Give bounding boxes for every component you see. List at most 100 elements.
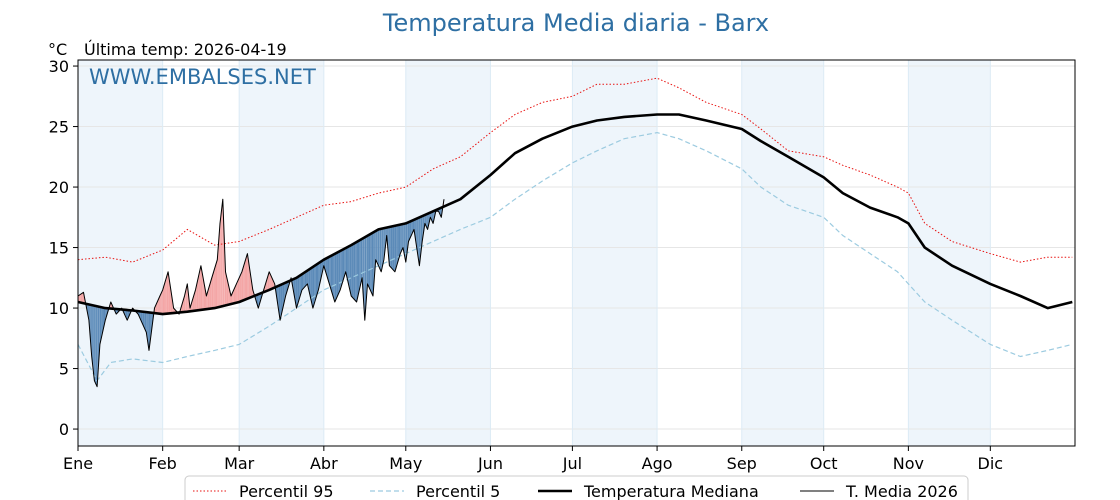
- fill-below-median: [352, 243, 354, 299]
- fill-below-median: [337, 251, 339, 296]
- fill-below-median: [404, 223, 406, 259]
- fill-below-median: [381, 228, 382, 272]
- fill-above-median: [210, 277, 212, 309]
- fill-below-median: [353, 242, 356, 301]
- fill-above-median: [159, 294, 161, 314]
- fill-above-median: [158, 295, 160, 314]
- x-tick-label: Abr: [310, 454, 338, 473]
- fill-below-median: [277, 285, 279, 312]
- fill-below-median: [338, 250, 341, 293]
- fill-below-median: [326, 257, 328, 280]
- fill-below-median: [105, 308, 107, 321]
- fill-below-median: [405, 223, 406, 263]
- x-tick-label: Ago: [642, 454, 673, 473]
- fill-below-median: [405, 223, 407, 263]
- fill-below-median: [318, 262, 320, 290]
- fill-below-median: [380, 228, 382, 272]
- fill-above-median: [154, 305, 156, 314]
- fill-above-median: [205, 288, 207, 310]
- fill-below-median: [396, 225, 398, 268]
- fill-above-median: [270, 274, 272, 290]
- fill-below-median: [432, 211, 434, 224]
- fill-below-median: [345, 247, 348, 278]
- fill-below-median: [401, 224, 402, 253]
- month-band: [908, 60, 991, 446]
- fill-above-median: [220, 211, 222, 307]
- fill-above-median: [235, 283, 237, 304]
- fill-below-median: [408, 221, 410, 242]
- fill-above-median: [184, 292, 186, 312]
- fill-below-median: [144, 311, 147, 333]
- fill-below-median: [381, 228, 383, 269]
- fill-above-median: [239, 274, 241, 303]
- fill-below-median: [97, 306, 99, 377]
- fill-below-median: [341, 249, 343, 286]
- fill-below-median: [99, 306, 100, 355]
- fill-below-median: [296, 276, 298, 309]
- fill-below-median: [297, 275, 300, 304]
- fill-below-median: [317, 263, 319, 295]
- fill-below-median: [308, 268, 311, 296]
- fill-below-median: [96, 306, 98, 387]
- fill-below-median: [333, 253, 335, 303]
- fill-above-median: [82, 292, 84, 304]
- fill-below-median: [93, 305, 95, 381]
- fill-below-median: [363, 237, 365, 310]
- x-tick-label: May: [389, 454, 422, 473]
- fill-above-median: [79, 294, 81, 303]
- fill-below-median: [406, 222, 408, 257]
- fill-above-median: [160, 292, 162, 314]
- fill-below-median: [370, 233, 372, 293]
- fill-above-median: [236, 280, 238, 303]
- legend-label: Temperatura Mediana: [583, 482, 759, 500]
- plot-frame: [77, 59, 1076, 447]
- fill-below-median: [403, 223, 404, 252]
- fill-above-median: [80, 293, 83, 303]
- fill-below-median: [360, 238, 363, 284]
- fill-below-median: [327, 256, 330, 284]
- fill-above-median: [162, 285, 165, 315]
- x-tick-label: Nov: [893, 454, 924, 473]
- fill-below-median: [392, 226, 394, 271]
- fill-above-median: [219, 223, 221, 307]
- fill-below-median: [419, 217, 421, 266]
- fill-below-median: [91, 305, 93, 363]
- fill-below-median: [420, 216, 422, 254]
- fill-above-median: [168, 271, 170, 314]
- fill-below-median: [431, 211, 433, 222]
- y-tick-label: 0: [59, 420, 69, 439]
- y-tick-label: 30: [49, 57, 69, 76]
- fill-below-median: [426, 213, 428, 230]
- series-p95-line: [77, 77, 1073, 263]
- last-temp-label: Última temp: 2026-04-19: [84, 40, 287, 59]
- fill-above-median: [221, 205, 223, 307]
- fill-below-median: [355, 241, 357, 303]
- fill-above-median: [198, 271, 200, 311]
- fill-above-median: [196, 277, 199, 311]
- fill-above-median: [269, 271, 271, 290]
- fill-below-median: [366, 236, 367, 303]
- fill-above-median: [247, 253, 249, 299]
- fill-below-median: [99, 306, 102, 345]
- fill-below-median: [407, 222, 409, 247]
- fill-below-median: [332, 254, 334, 298]
- fill-below-median: [323, 258, 326, 271]
- fill-above-median: [186, 283, 188, 312]
- fill-above-median: [244, 258, 246, 300]
- fill-below-median: [94, 305, 96, 383]
- fill-below-median: [101, 307, 103, 339]
- fill-above-median: [199, 265, 201, 311]
- fill-below-median: [146, 312, 147, 337]
- fill-below-median: [349, 245, 352, 296]
- fill-above-median: [185, 289, 186, 312]
- fill-below-median: [95, 305, 97, 386]
- x-tick-label: Dic: [978, 454, 1004, 473]
- fill-below-median: [95, 305, 96, 384]
- fill-above-median: [209, 282, 211, 309]
- fill-below-median: [150, 312, 152, 340]
- fill-above-median: [161, 289, 163, 315]
- fill-below-median: [403, 223, 405, 255]
- fill-above-median: [226, 277, 229, 306]
- fill-below-median: [280, 284, 282, 321]
- fill-below-median: [376, 230, 378, 263]
